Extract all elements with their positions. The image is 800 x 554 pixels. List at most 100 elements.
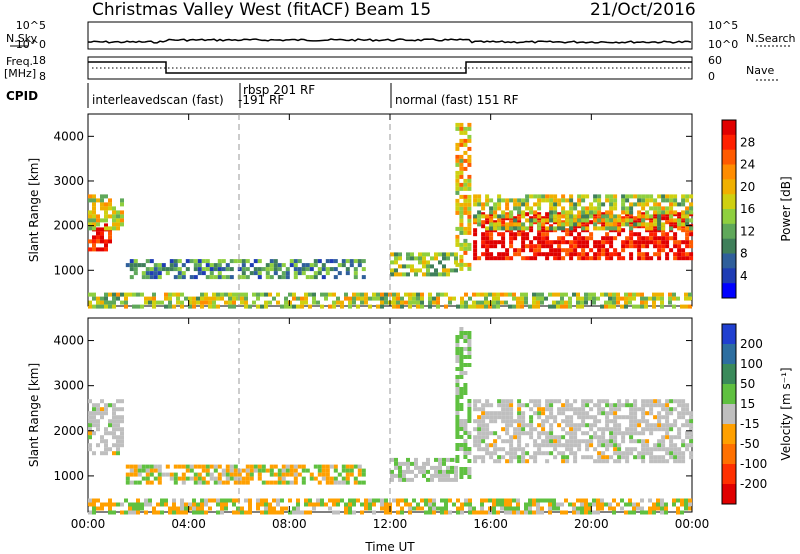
data-cell <box>505 212 510 217</box>
data-cell <box>309 267 314 272</box>
data-cell <box>505 399 510 404</box>
data-cell <box>477 399 482 404</box>
data-cell <box>233 468 238 473</box>
data-cell <box>601 451 606 456</box>
data-cell <box>88 300 92 305</box>
data-cell <box>677 252 682 257</box>
data-cell <box>132 304 136 309</box>
data-cell <box>613 407 618 412</box>
data-cell <box>553 240 558 245</box>
data-cell <box>593 210 598 215</box>
data-cell <box>661 435 666 440</box>
data-cell <box>513 252 518 257</box>
data-cell <box>541 423 546 428</box>
data-cell <box>645 202 650 207</box>
data-cell <box>345 480 350 485</box>
data-cell <box>177 275 182 280</box>
data-cell <box>406 256 410 261</box>
data-cell <box>92 431 96 436</box>
data-cell <box>321 263 326 268</box>
data-cell <box>525 198 530 203</box>
data-cell <box>489 226 494 231</box>
data-cell <box>505 459 510 464</box>
data-cell <box>480 510 484 515</box>
data-cell <box>628 300 632 305</box>
data-cell <box>473 459 478 464</box>
data-cell <box>504 506 508 511</box>
data-cell <box>657 411 662 416</box>
data-cell <box>569 218 574 223</box>
data-cell <box>416 292 420 297</box>
data-cell <box>473 435 478 440</box>
data-cell <box>92 498 96 503</box>
data-cell <box>561 411 566 416</box>
data-cell <box>172 510 176 515</box>
data-cell <box>145 271 150 276</box>
data-cell <box>517 206 522 211</box>
data-cell <box>232 510 236 515</box>
data-cell <box>621 248 626 253</box>
data-cell <box>509 232 514 237</box>
data-cell <box>100 218 104 223</box>
data-cell <box>296 502 300 507</box>
data-cell <box>249 271 254 276</box>
data-cell <box>257 476 262 481</box>
data-cell <box>577 407 582 412</box>
data-cell <box>112 206 116 211</box>
data-cell <box>653 443 658 448</box>
data-cell <box>649 411 654 416</box>
data-cell <box>481 411 486 416</box>
data-cell <box>124 300 128 305</box>
data-cell <box>459 471 464 475</box>
data-cell <box>593 403 598 408</box>
data-cell <box>321 275 326 280</box>
data-cell <box>96 218 100 223</box>
data-cell <box>208 506 212 511</box>
data-cell <box>629 252 634 257</box>
noise-right-tick-top: 10^5 <box>708 19 738 32</box>
data-cell <box>533 256 538 261</box>
data-cell <box>200 292 204 297</box>
data-cell <box>584 510 588 515</box>
data-cell <box>200 506 204 511</box>
data-cell <box>296 510 300 515</box>
data-cell <box>521 222 526 227</box>
data-cell <box>317 464 322 469</box>
data-cell <box>529 218 534 223</box>
data-cell <box>653 423 658 428</box>
data-cell <box>609 206 614 211</box>
data-cell <box>467 467 472 471</box>
data-cell <box>641 222 646 227</box>
data-cell <box>432 296 436 301</box>
data-cell <box>426 461 430 466</box>
data-cell <box>529 431 534 436</box>
data-cell <box>448 510 452 515</box>
data-cell <box>104 239 108 244</box>
data-cell <box>553 210 558 215</box>
data-cell <box>148 498 152 503</box>
data-cell <box>149 480 154 485</box>
data-cell <box>329 259 334 264</box>
data-cell <box>88 415 92 420</box>
data-cell <box>116 415 120 420</box>
data-cell <box>96 198 100 203</box>
data-cell <box>609 236 614 241</box>
data-cell <box>652 296 656 301</box>
data-cell <box>332 292 336 297</box>
data-cell <box>605 419 610 424</box>
data-cell <box>116 447 120 452</box>
data-cell <box>605 459 610 464</box>
data-cell <box>593 218 598 223</box>
data-cell <box>621 198 626 203</box>
data-cell <box>657 236 662 241</box>
data-cell <box>636 506 640 511</box>
data-cell <box>308 304 312 309</box>
data-cell <box>501 403 506 408</box>
data-cell <box>249 476 254 481</box>
data-cell <box>505 451 510 456</box>
data-cell <box>261 468 266 473</box>
data-cell <box>661 206 666 211</box>
data-cell <box>584 296 588 301</box>
data-cell <box>464 304 468 309</box>
data-cell <box>208 498 212 503</box>
